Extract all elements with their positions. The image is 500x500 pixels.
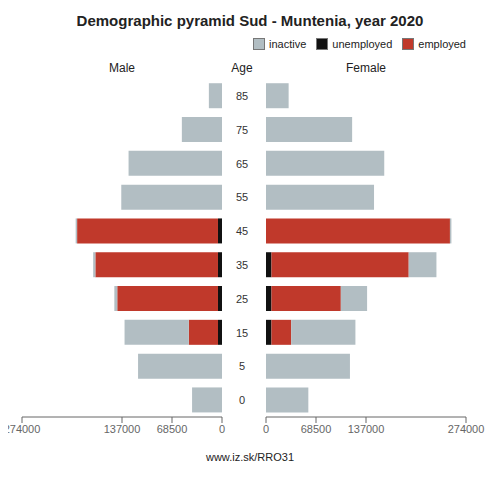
svg-text:0: 0 bbox=[219, 423, 225, 435]
svg-text:137000: 137000 bbox=[348, 423, 385, 435]
svg-text:65: 65 bbox=[236, 158, 248, 170]
svg-text:274000: 274000 bbox=[8, 423, 40, 435]
html-text:Demographic pyramid Sud - Munt: Demographic pyramid Sud - Muntenia, year… bbox=[76, 12, 424, 29]
html-text:unemployed: unemployed bbox=[332, 38, 393, 50]
svg-text:75: 75 bbox=[236, 124, 248, 136]
svg-text:45: 45 bbox=[236, 225, 248, 237]
html-text:employed: employed bbox=[418, 38, 466, 50]
html-text:Male: Male bbox=[109, 61, 135, 75]
svg-text:5: 5 bbox=[239, 360, 245, 372]
svg-text:0: 0 bbox=[263, 423, 269, 435]
svg-text:137000: 137000 bbox=[104, 423, 141, 435]
svg-text:68500: 68500 bbox=[301, 423, 332, 435]
svg-text:274000: 274000 bbox=[448, 423, 485, 435]
svg-text:85: 85 bbox=[236, 90, 248, 102]
svg-text:35: 35 bbox=[236, 259, 248, 271]
html-text:inactive: inactive bbox=[269, 38, 307, 50]
svg-text:25: 25 bbox=[236, 293, 248, 305]
svg-text:15: 15 bbox=[236, 327, 248, 339]
html-text:www.iz.sk/RRO31: www.iz.sk/RRO31 bbox=[206, 451, 294, 463]
svg-text:55: 55 bbox=[236, 191, 248, 203]
svg-text:68500: 68500 bbox=[157, 423, 188, 435]
svg-text:0: 0 bbox=[239, 394, 245, 406]
html-text:Female: Female bbox=[346, 61, 386, 75]
html-text:Age: Age bbox=[231, 61, 253, 75]
